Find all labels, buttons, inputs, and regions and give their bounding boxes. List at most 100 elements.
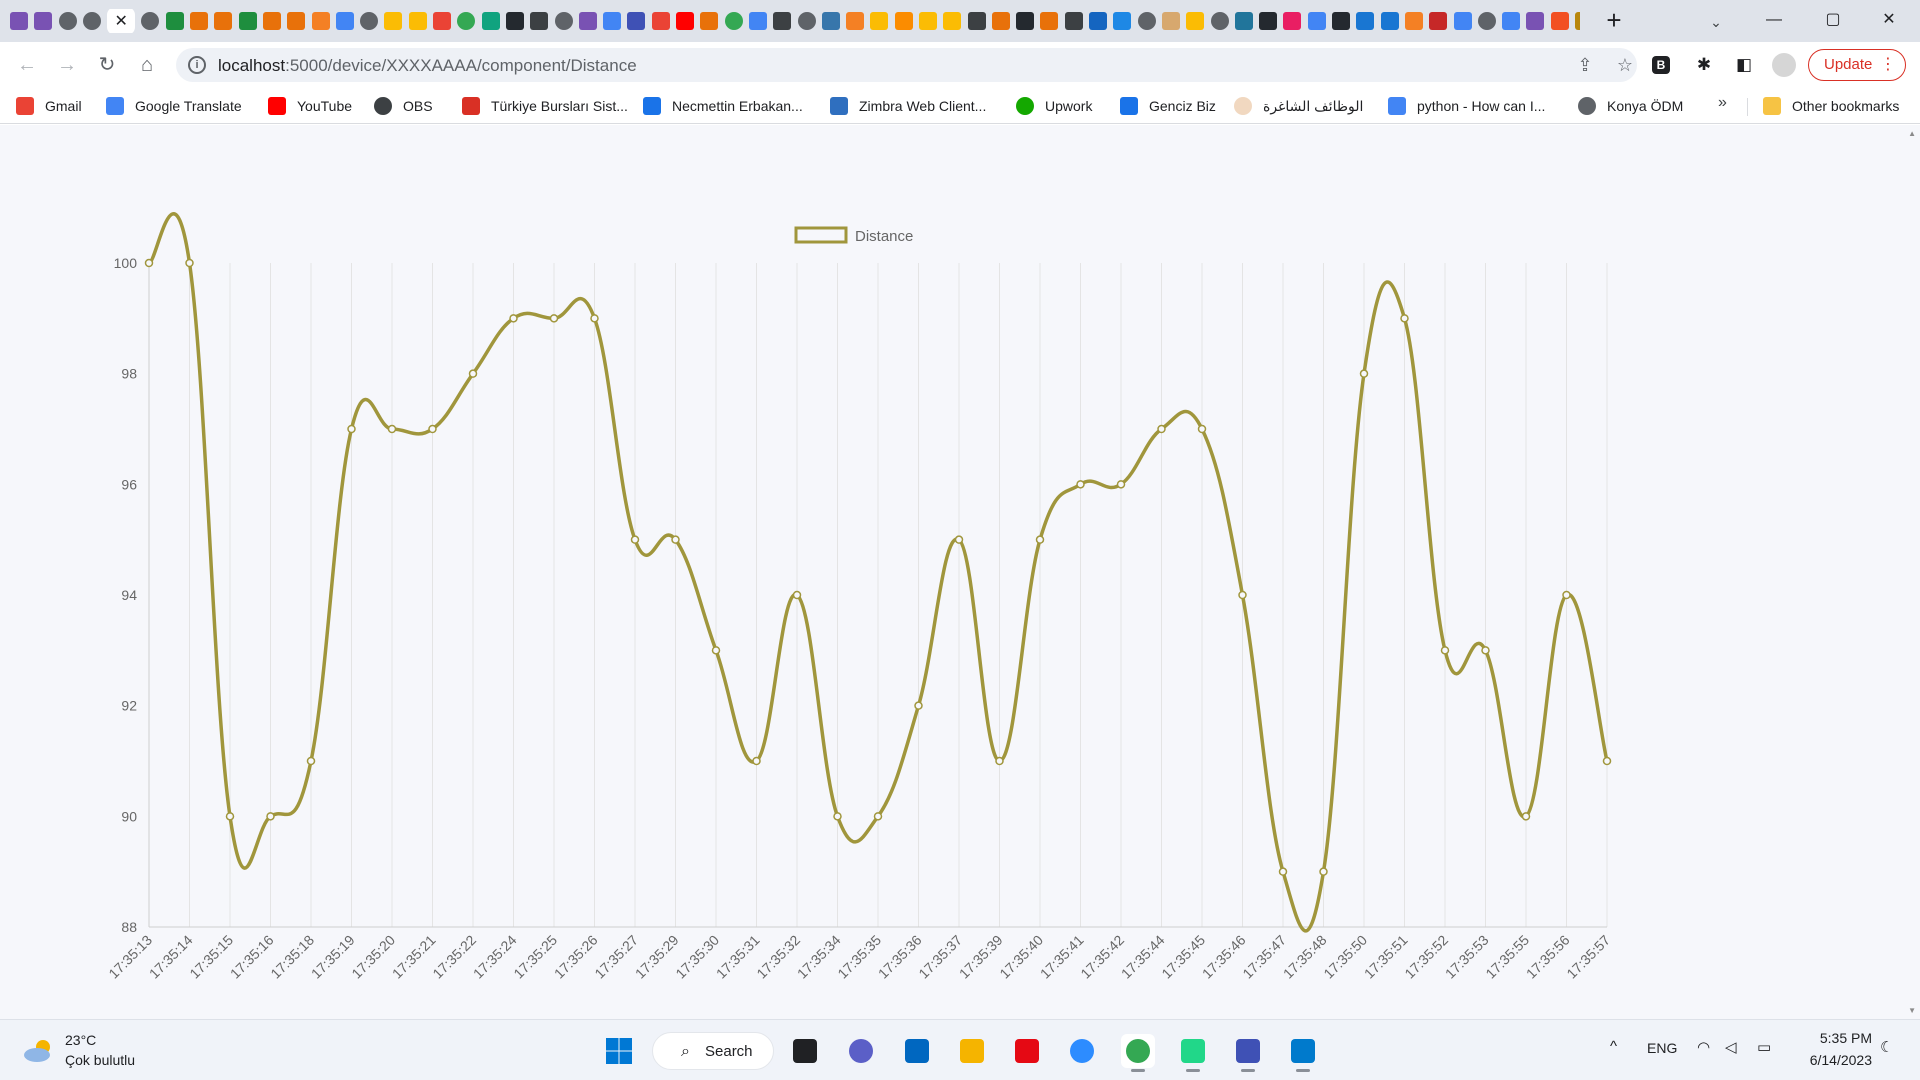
netflix-icon[interactable] xyxy=(1010,1034,1044,1068)
bootstrap-b-icon[interactable] xyxy=(1526,12,1545,30)
globe-icon[interactable] xyxy=(554,12,573,30)
speaker-muted-icon[interactable]: ◁ xyxy=(1725,1039,1737,1056)
box-icon[interactable] xyxy=(870,12,889,30)
profile-avatar[interactable] xyxy=(1772,53,1796,77)
side-panel-icon[interactable]: ◧ xyxy=(1735,55,1753,74)
bookmark-item[interactable]: الوظائف الشاغرة xyxy=(1234,94,1363,118)
file-explorer-icon[interactable] xyxy=(955,1034,989,1068)
youtube-icon[interactable] xyxy=(676,12,695,30)
close-window-button[interactable]: ✕ xyxy=(1882,11,1896,28)
partly-cloudy-icon[interactable] xyxy=(22,1038,56,1064)
bookmark-item[interactable]: YouTube xyxy=(268,94,352,118)
bookmark-item[interactable]: Gmail xyxy=(16,94,82,118)
bookmark-item[interactable]: Zimbra Web Client... xyxy=(830,94,986,118)
layers-icon[interactable] xyxy=(1356,12,1375,30)
extension-b-icon[interactable]: B xyxy=(1652,56,1670,74)
globe-icon[interactable] xyxy=(141,12,160,30)
book-icon[interactable] xyxy=(773,12,792,30)
windows-start-icon[interactable] xyxy=(602,1034,636,1068)
bookmark-item[interactable]: Google Translate xyxy=(106,94,242,118)
maximize-button[interactable]: ▢ xyxy=(1825,11,1841,28)
google-g-icon[interactable] xyxy=(1307,12,1326,30)
gitlab-icon[interactable] xyxy=(262,12,281,30)
wordpress-icon[interactable] xyxy=(1234,12,1253,30)
box-icon[interactable] xyxy=(1186,12,1205,30)
bookmarks-overflow-icon[interactable]: » xyxy=(1718,94,1727,111)
face-icon[interactable] xyxy=(1161,12,1180,30)
store-icon[interactable] xyxy=(900,1034,934,1068)
gmail-icon[interactable] xyxy=(433,12,452,30)
clock-time[interactable]: 5:35 PM xyxy=(1819,1030,1872,1046)
bookmark-star-icon[interactable]: ☆ xyxy=(1616,55,1634,75)
teams-chat-icon[interactable] xyxy=(844,1034,878,1068)
stackoverflow-icon[interactable] xyxy=(1404,12,1423,30)
scroll-up-arrow-icon[interactable]: ▲ xyxy=(1908,129,1916,138)
github-icon[interactable] xyxy=(1332,12,1351,30)
wifi-icon[interactable]: ◠ xyxy=(1697,1039,1711,1056)
box-icon[interactable] xyxy=(894,12,913,30)
site-info-icon[interactable]: i xyxy=(188,56,206,74)
book-icon[interactable] xyxy=(530,12,549,30)
globe-icon[interactable] xyxy=(1137,12,1156,30)
stackoverflow-icon[interactable] xyxy=(311,12,330,30)
globe-icon[interactable] xyxy=(1210,12,1229,30)
pycharm-icon[interactable] xyxy=(1176,1034,1210,1072)
bookmark-item[interactable]: Konya ÖDM xyxy=(1578,94,1683,118)
home-icon[interactable]: ⌂ xyxy=(140,54,154,76)
globe-icon[interactable] xyxy=(1477,12,1496,30)
google-g-icon[interactable] xyxy=(1453,12,1472,30)
sheets-icon[interactable] xyxy=(238,12,257,30)
bootstrap-b-icon[interactable] xyxy=(578,12,597,30)
github-icon[interactable] xyxy=(505,12,524,30)
globe-icon[interactable] xyxy=(797,12,816,30)
layers-icon[interactable] xyxy=(1380,12,1399,30)
translate-icon[interactable] xyxy=(603,12,622,30)
box-icon[interactable] xyxy=(943,12,962,30)
extensions-puzzle-icon[interactable]: ✱ xyxy=(1696,55,1712,74)
box-icon[interactable] xyxy=(408,12,427,30)
more-menu-icon[interactable]: ⋮ xyxy=(1880,56,1896,73)
chrome-icon[interactable] xyxy=(724,12,743,30)
reload-icon[interactable]: ↻ xyxy=(98,54,116,76)
tab-search-chevron-icon[interactable]: ⌄ xyxy=(1710,14,1722,30)
box-icon[interactable] xyxy=(918,12,937,30)
bookmark-item[interactable]: python - How can I... xyxy=(1388,94,1545,118)
stackoverflow-icon[interactable] xyxy=(846,12,865,30)
gitlab-icon[interactable] xyxy=(287,12,306,30)
bookmark-item[interactable]: OBS xyxy=(374,94,433,118)
new-tab-button[interactable]: + xyxy=(1606,5,1622,35)
terminal-icon[interactable] xyxy=(627,12,646,30)
globe-icon[interactable] xyxy=(360,12,379,30)
bootstrap-b-icon[interactable] xyxy=(10,12,28,30)
address-bar[interactable]: i localhost:5000/device/XXXXAAAA/compone… xyxy=(176,48,1637,82)
battery-icon[interactable]: ▭ xyxy=(1757,1039,1772,1056)
grid-icon[interactable] xyxy=(1064,12,1083,30)
docs-icon[interactable] xyxy=(335,12,354,30)
bookmark-item[interactable]: Türkiye Bursları Sist... xyxy=(462,94,628,118)
forward-arrow-icon[interactable]: → xyxy=(57,54,77,76)
p-icon[interactable] xyxy=(1113,12,1132,30)
gitlab-icon[interactable] xyxy=(214,12,233,30)
ef-icon[interactable] xyxy=(991,12,1010,30)
weather-description[interactable]: Çok bulutlu xyxy=(65,1052,136,1068)
python-icon[interactable] xyxy=(821,12,840,30)
scroll-down-arrow-icon[interactable]: ▼ xyxy=(1908,1006,1916,1015)
active-tab[interactable]: ✕ xyxy=(107,9,136,33)
vscode-icon[interactable] xyxy=(1286,1034,1320,1072)
bookmark-item[interactable]: Necmettin Erbakan... xyxy=(643,94,803,118)
tray-overflow-chevron-icon[interactable]: ^ xyxy=(1610,1038,1618,1055)
r-icon[interactable] xyxy=(1089,12,1108,30)
share-icon[interactable]: ⇪ xyxy=(1577,55,1593,75)
chrome-icon[interactable] xyxy=(1121,1034,1155,1072)
nuget-icon[interactable] xyxy=(1575,12,1580,30)
update-button[interactable]: Update ⋮ xyxy=(1808,49,1906,81)
taskbar-search[interactable]: ⌕ Search xyxy=(652,1032,774,1070)
network-app-icon[interactable] xyxy=(1231,1034,1265,1072)
bookmark-item[interactable]: Genciz Biz xyxy=(1120,94,1216,118)
minimize-button[interactable]: — xyxy=(1766,11,1782,28)
gmail-icon[interactable] xyxy=(651,12,670,30)
globe-icon[interactable] xyxy=(82,12,101,30)
chrome-icon[interactable] xyxy=(457,12,476,30)
other-bookmarks[interactable]: Other bookmarks xyxy=(1763,94,1899,118)
back-arrow-icon[interactable]: ← xyxy=(17,54,37,76)
